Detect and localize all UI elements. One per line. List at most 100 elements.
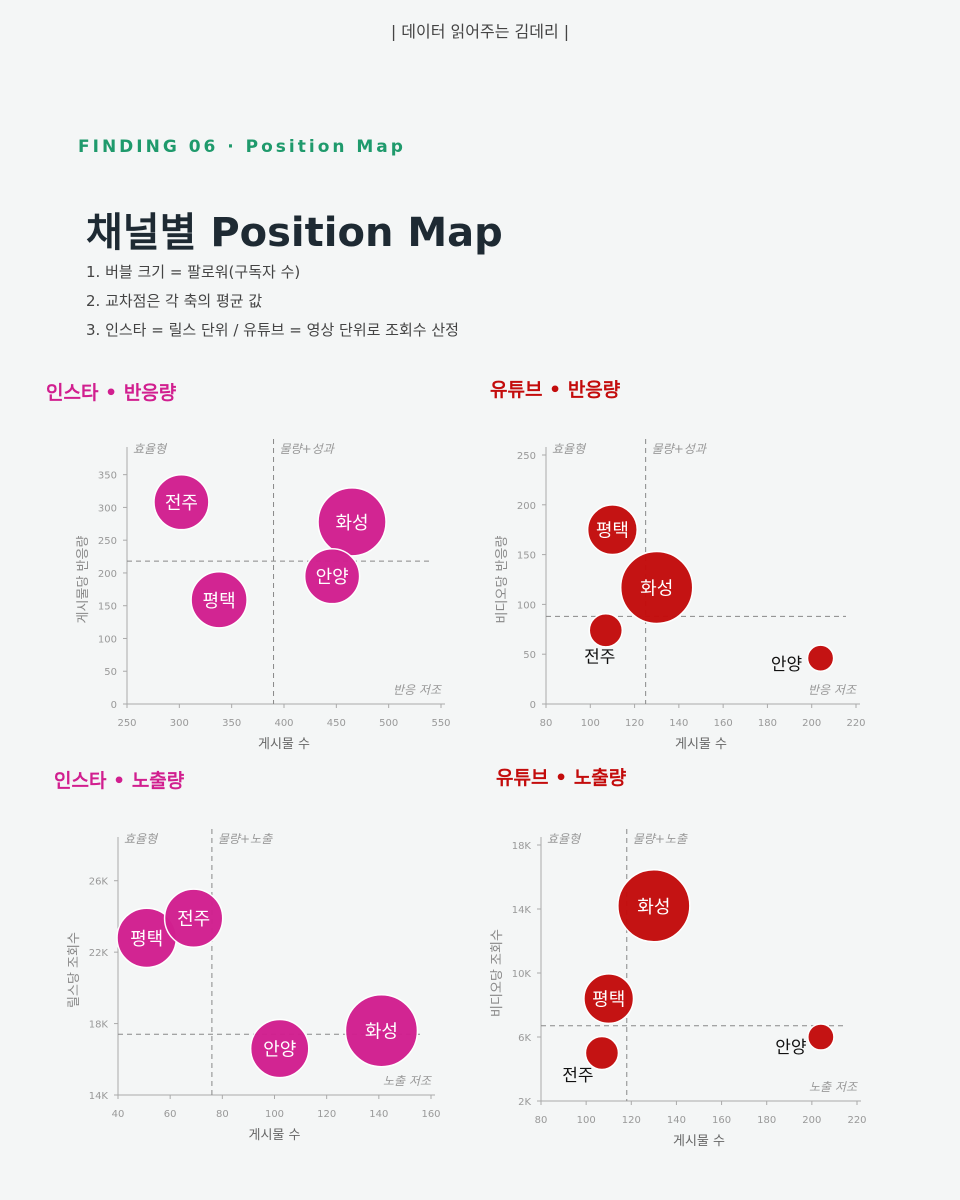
notes-list: 1. 버블 크기 = 팔로워(구독자 수) 2. 교차점은 각 축의 평균 값 …: [86, 258, 459, 345]
quadrant-label-efficient: 효율형: [133, 442, 168, 456]
y-axis-title: 비디오당 반응량: [495, 536, 510, 624]
bubble-화성: [344, 993, 419, 1068]
bubble-화성: [619, 550, 694, 625]
bubble-label-평택: 평택: [130, 929, 163, 950]
x-axis-title: 게시물 수: [258, 737, 310, 752]
bubble-안양: [249, 1018, 310, 1079]
y-tick-label: 0: [530, 700, 536, 711]
bubble-전주: [588, 613, 624, 648]
quadrant-label-low: 노출 저조: [809, 1080, 858, 1094]
bubble-label-안양: 안양: [771, 655, 802, 675]
bubble-평택: [586, 504, 638, 556]
x-tick-label: 450: [327, 718, 346, 729]
x-tick-label: 350: [222, 718, 241, 729]
y-tick-label: 50: [523, 650, 536, 661]
y-axis-title: 릴스당 조회수: [67, 932, 82, 1008]
bubble-label-안양: 안양: [316, 567, 349, 588]
x-tick-label: 100: [577, 1115, 596, 1126]
x-tick-label: 80: [216, 1109, 229, 1120]
bubble-label-화성: 화성: [335, 513, 368, 534]
chart-title-insta-reaction: 인스타 • 반응량: [46, 382, 177, 404]
x-tick-label: 160: [421, 1109, 440, 1120]
x-tick-label: 200: [802, 718, 821, 729]
bubble-label-평택: 평택: [592, 990, 625, 1011]
chart-title-youtube-exposure: 유튜브 • 노출량: [496, 767, 627, 789]
x-tick-label: 140: [369, 1109, 388, 1120]
y-tick-label: 2K: [518, 1097, 531, 1108]
x-tick-label: 140: [667, 1115, 686, 1126]
quadrant-label-low: 반응 저조: [393, 683, 442, 697]
x-tick-label: 120: [317, 1109, 336, 1120]
x-tick-label: 180: [758, 718, 777, 729]
x-tick-label: 60: [164, 1109, 177, 1120]
quadrant-label-volume: 물량+노출: [633, 832, 688, 846]
x-tick-label: 180: [757, 1115, 776, 1126]
x-tick-label: 200: [802, 1115, 821, 1126]
bubble-label-평택: 평택: [203, 591, 236, 612]
bubble-전주: [163, 888, 224, 949]
note-item: 1. 버블 크기 = 팔로워(구독자 수): [86, 263, 301, 281]
quadrant-label-low: 노출 저조: [383, 1074, 432, 1088]
header-brand: | 데이터 읽어주는 김데리 |: [390, 22, 570, 41]
y-axis-title: 비디오당 조회수: [490, 929, 505, 1017]
y-tick-label: 26K: [89, 877, 109, 888]
quadrant-label-efficient: 효율형: [547, 832, 582, 846]
y-tick-label: 150: [98, 602, 117, 613]
x-tick-label: 160: [714, 718, 733, 729]
bubble-label-전주: 전주: [562, 1066, 593, 1086]
finding-kicker: FINDING 06 · Position Map: [78, 137, 406, 157]
x-axis-title: 게시물 수: [249, 1128, 301, 1143]
x-tick-label: 120: [622, 1115, 641, 1126]
bubble-label-화성: 화성: [640, 578, 673, 599]
bubble-label-전주: 전주: [177, 909, 210, 930]
quadrant-label-efficient: 효율형: [124, 832, 159, 846]
y-tick-label: 22K: [89, 948, 109, 959]
x-tick-label: 140: [669, 718, 688, 729]
bubble-label-전주: 전주: [584, 647, 615, 667]
y-tick-label: 350: [98, 471, 117, 482]
y-tick-label: 100: [98, 634, 117, 645]
y-tick-label: 200: [98, 569, 117, 580]
quadrant-label-low: 반응 저조: [808, 683, 857, 697]
x-tick-label: 80: [540, 718, 553, 729]
note-item: 3. 인스타 = 릴스 단위 / 유튜브 = 영상 단위로 조회수 산정: [86, 321, 459, 339]
quadrant-label-volume: 물량+노출: [218, 832, 273, 846]
y-tick-label: 18K: [89, 1020, 109, 1031]
bubble-label-화성: 화성: [365, 1022, 398, 1043]
x-axis-title: 게시물 수: [675, 737, 727, 752]
x-axis-title: 게시물 수: [673, 1134, 725, 1149]
y-tick-label: 300: [98, 503, 117, 514]
chart-title-insta-exposure: 인스타 • 노출량: [54, 770, 185, 792]
bubble-안양: [303, 548, 361, 605]
bubble-화성: [317, 487, 387, 557]
bubble-label-안양: 안양: [263, 1040, 296, 1061]
bubble-label-화성: 화성: [637, 897, 670, 918]
bubble-화성: [617, 869, 691, 943]
y-tick-label: 18K: [512, 841, 532, 852]
page-title: 채널별 Position Map: [86, 210, 503, 256]
x-tick-label: 250: [117, 718, 136, 729]
y-tick-label: 14K: [89, 1091, 109, 1102]
y-tick-label: 250: [98, 536, 117, 547]
bubble-평택: [583, 973, 635, 1025]
y-tick-label: 250: [517, 451, 536, 462]
y-tick-label: 100: [517, 600, 536, 611]
bubble-전주: [153, 473, 210, 531]
bubble-평택: [190, 571, 248, 629]
chart-title-youtube-reaction: 유튜브 • 반응량: [490, 379, 621, 401]
x-tick-label: 300: [170, 718, 189, 729]
y-axis-title: 게시물당 반응량: [76, 536, 91, 624]
x-tick-label: 500: [379, 718, 398, 729]
bubble-label-평택: 평택: [596, 521, 629, 542]
y-tick-label: 200: [517, 501, 536, 512]
x-tick-label: 100: [581, 718, 600, 729]
bubble-전주: [584, 1035, 620, 1071]
x-tick-label: 550: [431, 718, 450, 729]
y-tick-label: 6K: [518, 1033, 531, 1044]
x-tick-label: 80: [535, 1115, 548, 1126]
bubble-label-안양: 안양: [775, 1038, 806, 1058]
bubble-안양: [807, 1023, 835, 1051]
x-tick-label: 100: [265, 1109, 284, 1120]
x-tick-label: 160: [712, 1115, 731, 1126]
x-tick-label: 40: [112, 1109, 125, 1120]
